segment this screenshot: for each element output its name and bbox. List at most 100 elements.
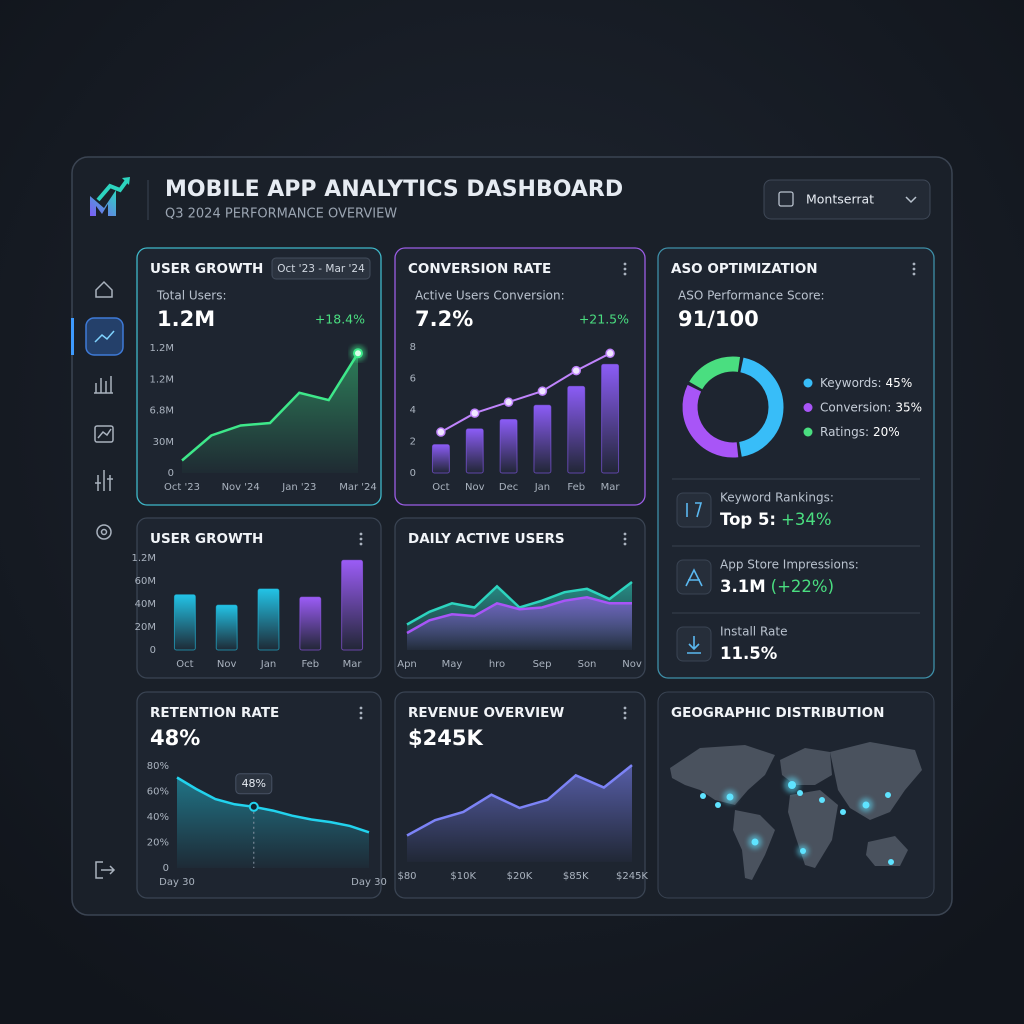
- point: [470, 408, 480, 418]
- legend-label: Conversion: 35%: [820, 400, 922, 414]
- map-glow: [723, 777, 873, 857]
- menu-dot[interactable]: [912, 262, 916, 266]
- donut-segment: [682, 384, 739, 458]
- menu-dot[interactable]: [623, 537, 627, 541]
- row-value: 11.5%: [720, 644, 778, 663]
- x-tick-label: Jan: [534, 482, 550, 493]
- menu-dot[interactable]: [359, 532, 363, 536]
- line: [181, 352, 360, 462]
- bar: [257, 588, 280, 651]
- bar: [341, 559, 364, 651]
- point: [571, 365, 581, 376]
- metric-label: ASO Performance Score:: [678, 289, 825, 303]
- bars-icon[interactable]: [94, 376, 113, 394]
- card-title: USER GROWTH: [150, 531, 263, 547]
- row-icon: [676, 559, 712, 595]
- geo-card: GEOGRAPHIC DISTRIBUTION: [657, 691, 935, 899]
- page-title: MOBILE APP ANALYTICS DASHBOARD: [165, 177, 623, 202]
- menu-dot[interactable]: [912, 267, 916, 271]
- x-tick-label: hro: [489, 659, 505, 670]
- bar: [567, 385, 586, 474]
- metric-value: $245K: [408, 726, 483, 750]
- legend-dot: [803, 427, 813, 437]
- y-tick-label: 6: [410, 374, 416, 385]
- row-icon-glyph: [686, 502, 703, 518]
- y-tick-label: 0: [150, 645, 156, 656]
- menu-dot[interactable]: [623, 267, 627, 271]
- bar: [533, 404, 552, 474]
- x-tick-label: Feb: [567, 482, 585, 493]
- row-icon: [676, 492, 712, 528]
- menu-dot[interactable]: [359, 711, 363, 715]
- legend-name: Ratings:: [820, 425, 869, 439]
- y-tick-label: 4: [410, 405, 416, 416]
- legend-label: Ratings: 20%: [820, 425, 900, 439]
- y-tick-label: 40%: [147, 812, 169, 823]
- menu-dot[interactable]: [359, 537, 363, 541]
- active-indicator: [71, 318, 74, 355]
- settings-icon[interactable]: [96, 524, 112, 540]
- card-title: USER GROWTH: [150, 261, 263, 277]
- x-tick-label: Dec: [499, 482, 518, 493]
- menu-dot[interactable]: [623, 272, 627, 276]
- x-tick-label: May: [442, 659, 463, 670]
- line: [406, 581, 633, 626]
- dropdown[interactable]: Montserrat: [763, 179, 931, 220]
- y-tick-label: 20%: [147, 838, 169, 849]
- row-change: +34%: [781, 510, 832, 529]
- dropdown-box[interactable]: [763, 179, 931, 220]
- legend-name: Keywords:: [820, 376, 882, 390]
- bar: [601, 363, 620, 474]
- x-tick-label: Sep: [533, 659, 552, 670]
- x-tick-label: Son: [578, 659, 597, 670]
- y-tick-label: 2: [410, 437, 416, 448]
- x-tick-label: $20K: [507, 871, 533, 882]
- dropdown-label[interactable]: Montserrat: [806, 192, 874, 207]
- row-icon-glyph: [687, 636, 701, 654]
- menu-dot[interactable]: [912, 272, 916, 276]
- y-tick-label: 0: [168, 468, 174, 479]
- x-tick-label: Oct '23: [164, 482, 200, 493]
- row-label: Install Rate: [720, 625, 787, 639]
- row-value-main: 11.5%: [720, 644, 778, 663]
- bar: [215, 604, 238, 651]
- sliders-icon[interactable]: [95, 470, 113, 491]
- menu-dot[interactable]: [623, 542, 627, 546]
- y-tick-label: 60%: [147, 787, 169, 798]
- menu-dot[interactable]: [359, 542, 363, 546]
- y-tick-label: 60M: [135, 576, 156, 587]
- menu-dot[interactable]: [623, 706, 627, 710]
- menu-dot[interactable]: [623, 711, 627, 715]
- area-fill: [182, 353, 358, 473]
- x-tick-label: Jan: [260, 659, 276, 670]
- bar: [299, 596, 322, 651]
- line: [176, 776, 370, 834]
- row-icon-glyph: [685, 568, 703, 587]
- x-tick-label: $245K: [616, 871, 648, 882]
- x-tick-label: Day 30: [351, 877, 387, 888]
- row-value: Top 5: +34%: [720, 510, 832, 529]
- point: [537, 386, 548, 396]
- menu-dot[interactable]: [623, 716, 627, 720]
- logout-icon[interactable]: [95, 861, 116, 879]
- menu-dot[interactable]: [623, 262, 627, 266]
- menu-dot[interactable]: [623, 532, 627, 536]
- legend-label: Keywords: 45%: [820, 376, 912, 390]
- annotation-label: 48%: [242, 777, 266, 790]
- home-icon[interactable]: [95, 280, 113, 298]
- row-label: Keyword Rankings:: [720, 491, 834, 505]
- x-tick-label: $80: [397, 871, 416, 882]
- y-tick-label: 40M: [135, 599, 156, 610]
- menu-dot[interactable]: [359, 706, 363, 710]
- menu-dot[interactable]: [359, 716, 363, 720]
- trend-icon[interactable]: [94, 330, 115, 343]
- point: [436, 427, 446, 437]
- chart-icon[interactable]: [94, 425, 114, 443]
- x-tick-label: Nov: [465, 482, 485, 493]
- line: [440, 352, 611, 433]
- bar: [431, 444, 450, 474]
- card-title: GEOGRAPHIC DISTRIBUTION: [671, 705, 884, 721]
- settings-icon-core: [100, 528, 108, 536]
- x-tick-label: Oct: [176, 659, 193, 670]
- x-tick-label: Apn: [397, 659, 417, 670]
